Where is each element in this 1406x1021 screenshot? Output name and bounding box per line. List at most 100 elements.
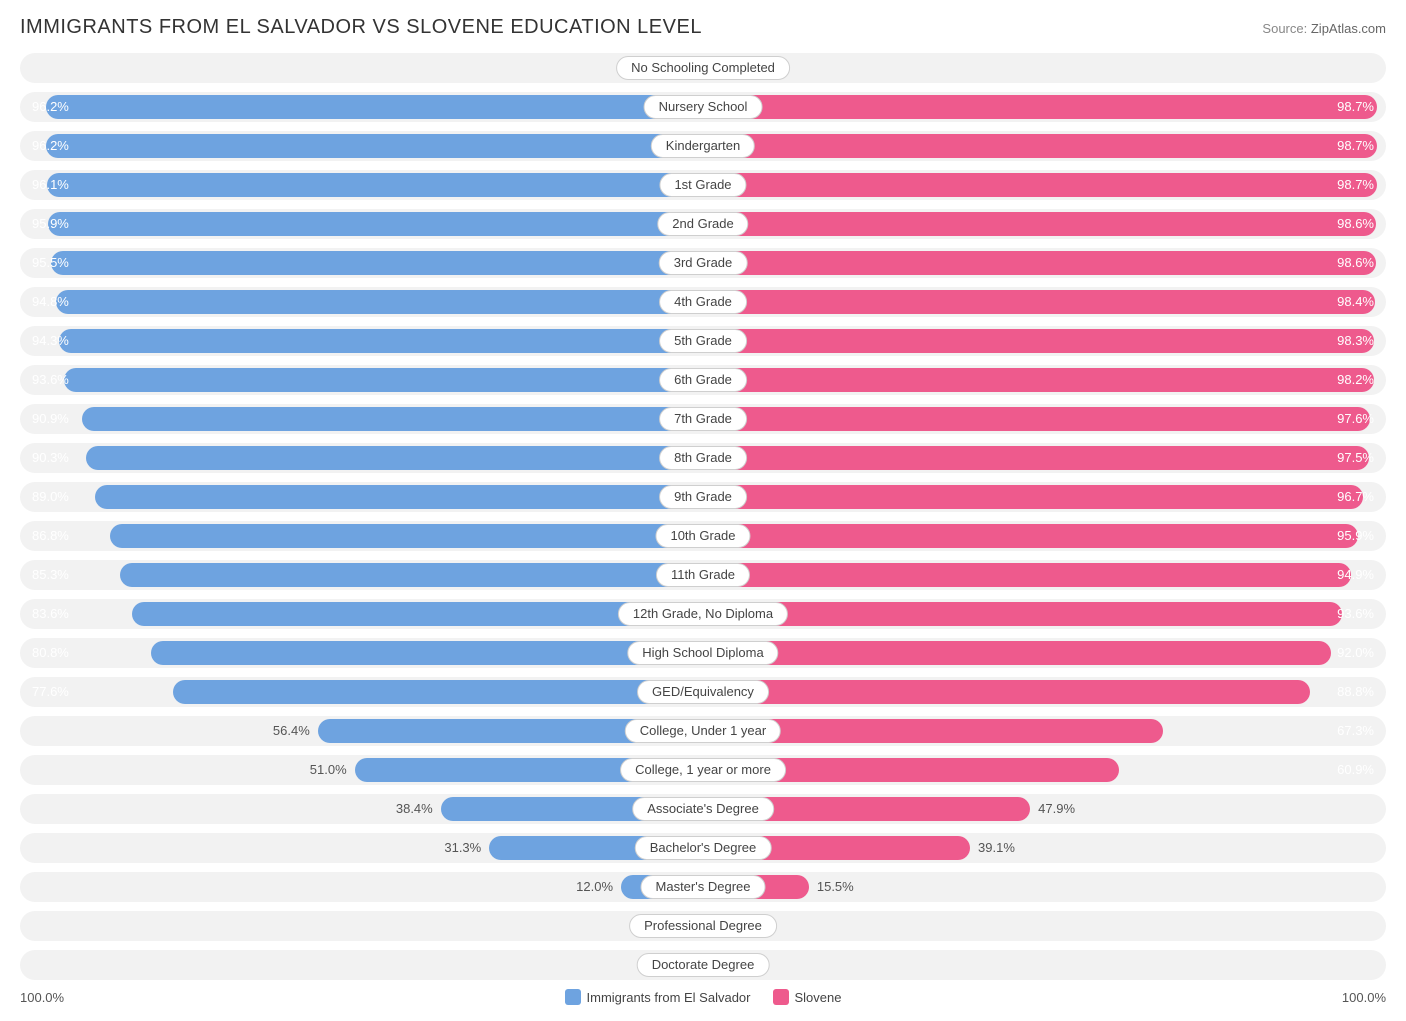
bar-right-value: 15.5% [817,872,854,902]
bar-left-value: 85.3% [32,560,69,590]
chart-row: 93.6%98.2%6th Grade [20,365,1386,395]
bar-right [703,290,1375,314]
chart-footer: 100.0% Immigrants from El Salvador Sloven… [20,989,1386,1005]
chart-row: 1.4%1.9%Doctorate Degree [20,950,1386,980]
category-label: Master's Degree [641,875,766,899]
bar-left [59,329,703,353]
chart-row: 90.9%97.6%7th Grade [20,404,1386,434]
bar-left-value: 77.6% [32,677,69,707]
chart-row: 94.3%98.3%5th Grade [20,326,1386,356]
chart-row: 80.8%92.0%High School Diploma [20,638,1386,668]
chart-row: 51.0% 60.9% College, 1 year or more [20,755,1386,785]
chart-header: IMMIGRANTS FROM EL SALVADOR VS SLOVENE E… [20,16,1386,39]
bar-left-value: 80.8% [32,638,69,668]
bar-right [703,407,1370,431]
bar-left [95,485,703,509]
category-label: 6th Grade [659,368,747,392]
bar-right-value: 92.0% [1337,638,1374,668]
category-label: 7th Grade [659,407,747,431]
chart-row: 85.3%94.9%11th Grade [20,560,1386,590]
bar-right-value: 98.2% [1337,365,1374,395]
bar-right-value: 47.9% [1038,794,1075,824]
chart-row: 96.2%98.7%Nursery School [20,92,1386,122]
category-label: Associate's Degree [632,797,774,821]
diverging-bar-chart: 3.9%1.4%No Schooling Completed96.2%98.7%… [20,53,1386,980]
category-label: 10th Grade [655,524,750,548]
bar-right-value: 39.1% [978,833,1015,863]
chart-row: 96.2% 98.7% Kindergarten [20,131,1386,161]
source-value: ZipAtlas.com [1311,21,1386,36]
bar-right-value: 97.6% [1337,404,1374,434]
bar-left [46,134,703,158]
bar-right-value: 98.7% [1337,131,1374,161]
bar-right-value: 98.4% [1337,287,1374,317]
category-label: Doctorate Degree [637,953,770,977]
bar-left-value: 12.0% [576,872,613,902]
bar-right [703,524,1358,548]
category-label: Kindergarten [651,134,755,158]
legend-swatch [773,989,789,1005]
bar-right [703,563,1351,587]
chart-row: 95.9%98.6%2nd Grade [20,209,1386,239]
bar-right-value: 94.9% [1337,560,1374,590]
bar-right [703,251,1376,275]
bar-left-value: 96.2% [32,131,69,161]
axis-right-max: 100.0% [1342,990,1386,1005]
category-label: Nursery School [644,95,763,119]
bar-right [703,134,1377,158]
bar-right-value: 67.3% [1337,716,1374,746]
bar-right-value: 98.3% [1337,326,1374,356]
chart-row: 89.0%96.7%9th Grade [20,482,1386,512]
bar-left [120,563,703,587]
bar-right-value: 98.6% [1337,248,1374,278]
source-label: Source: [1262,21,1307,36]
chart-row: 3.5%4.6%Professional Degree [20,911,1386,941]
bar-right [703,602,1342,626]
bar-left-value: 56.4% [273,716,310,746]
category-label: Bachelor's Degree [635,836,772,860]
bar-left [46,95,703,119]
bar-right [703,329,1374,353]
bar-right-value: 95.9% [1337,521,1374,551]
bar-left-value: 90.3% [32,443,69,473]
bar-left [47,173,703,197]
chart-row: 12.0% 15.5% Master's Degree [20,872,1386,902]
bar-left-value: 96.1% [32,170,69,200]
bar-left-value: 89.0% [32,482,69,512]
bar-right [703,446,1369,470]
bar-right [703,95,1377,119]
axis-left-max: 100.0% [20,990,64,1005]
category-label: College, Under 1 year [625,719,781,743]
category-label: College, 1 year or more [620,758,786,782]
category-label: 1st Grade [659,173,746,197]
bar-right [703,368,1374,392]
bar-right-value: 93.6% [1337,599,1374,629]
bar-right-value: 60.9% [1337,755,1374,785]
bar-right [703,212,1376,236]
bar-left-value: 94.8% [32,287,69,317]
bar-left [48,212,703,236]
category-label: 8th Grade [659,446,747,470]
bar-left-value: 51.0% [310,755,347,785]
category-label: 3rd Grade [659,251,748,275]
bar-left [51,251,703,275]
legend-label: Immigrants from El Salvador [587,990,751,1005]
bar-right-value: 88.8% [1337,677,1374,707]
bar-left [110,524,703,548]
legend: Immigrants from El Salvador Slovene [64,989,1342,1005]
bar-left-value: 95.5% [32,248,69,278]
bar-left [82,407,703,431]
bar-right-value: 98.7% [1337,92,1374,122]
bar-right-value: 96.7% [1337,482,1374,512]
bar-left-value: 31.3% [444,833,481,863]
legend-swatch [565,989,581,1005]
chart-row: 83.6%93.6%12th Grade, No Diploma [20,599,1386,629]
bar-right [703,680,1310,704]
bar-left-value: 38.4% [396,794,433,824]
chart-row: 96.1%98.7%1st Grade [20,170,1386,200]
bar-right [703,173,1377,197]
chart-row: 31.3% 39.1% Bachelor's Degree [20,833,1386,863]
category-label: Professional Degree [629,914,777,938]
chart-title: IMMIGRANTS FROM EL SALVADOR VS SLOVENE E… [20,16,702,39]
legend-item: Slovene [773,989,842,1005]
